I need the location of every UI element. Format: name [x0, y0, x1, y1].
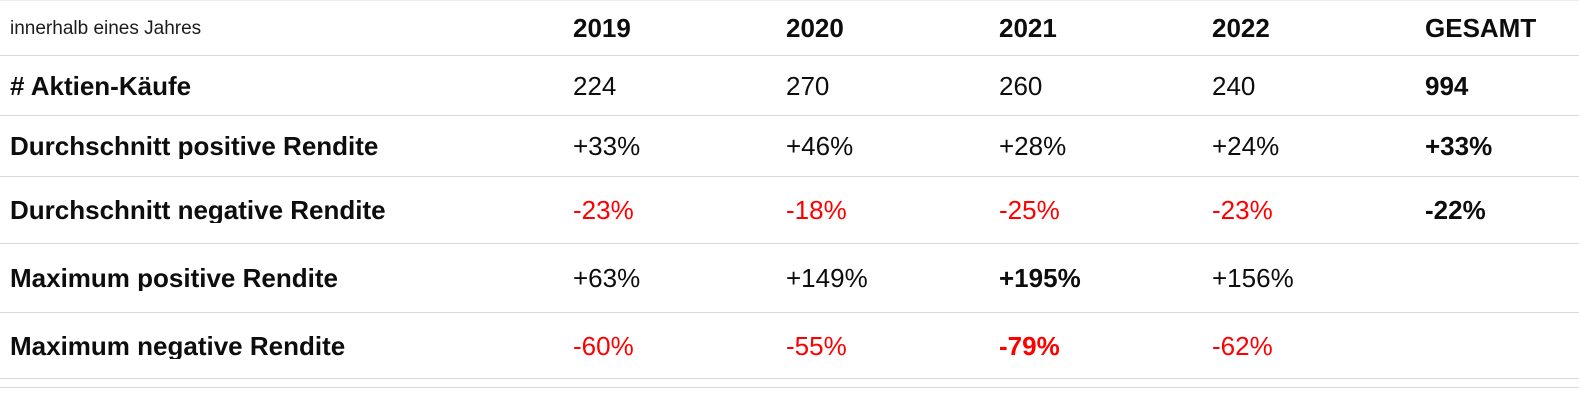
- table-header-row: innerhalb eines Jahres 2019 2020 2021 20…: [0, 1, 1579, 56]
- table-row-aktien-kaeufe: # Aktien-Käufe 224 270 260 240 994: [0, 56, 1579, 116]
- row-label: Durchschnitt positive Rendite: [10, 133, 379, 159]
- table-cell: +33%: [1425, 133, 1493, 159]
- table-cell: +28%: [999, 133, 1067, 159]
- row-label: # Aktien-Käufe: [10, 72, 192, 99]
- table-row-maximum-negative: Maximum negative Rendite -60% -55% -79% …: [0, 313, 1579, 379]
- table-cell: +195%: [999, 265, 1081, 291]
- column-header-2020: 2020: [786, 15, 844, 41]
- returns-table: innerhalb eines Jahres 2019 2020 2021 20…: [0, 0, 1579, 388]
- corner-label: innerhalb eines Jahres: [10, 18, 202, 38]
- table-cell: 224: [573, 72, 617, 99]
- column-header-gesamt: GESAMT: [1425, 15, 1537, 41]
- row-label: Maximum positive Rendite: [10, 265, 338, 291]
- table-cell: -62%: [1212, 332, 1273, 359]
- table-cell: +46%: [786, 133, 854, 159]
- table-cell: -23%: [1212, 197, 1273, 223]
- table-cell: +149%: [786, 265, 868, 291]
- table-row-durchschnitt-negative: Durchschnitt negative Rendite -23% -18% …: [0, 177, 1579, 244]
- table-cell: -60%: [573, 332, 634, 359]
- table-cell: +63%: [573, 265, 641, 291]
- table-row-maximum-positive: Maximum positive Rendite +63% +149% +195…: [0, 244, 1579, 313]
- table-cell: -25%: [999, 197, 1060, 223]
- table-row-durchschnitt-positive: Durchschnitt positive Rendite +33% +46% …: [0, 116, 1579, 177]
- table-cell: -55%: [786, 332, 847, 359]
- table-cell: +156%: [1212, 265, 1294, 291]
- table-cell: 260: [999, 72, 1043, 99]
- table-cell: -18%: [786, 197, 847, 223]
- table-cell: 994: [1425, 72, 1469, 99]
- table-cell: 240: [1212, 72, 1256, 99]
- table-cell: +33%: [573, 133, 641, 159]
- table-cell: -79%: [999, 332, 1060, 359]
- table-cell: 270: [786, 72, 830, 99]
- column-header-2022: 2022: [1212, 15, 1270, 41]
- empty-spacer-row: [0, 379, 1579, 388]
- row-label: Maximum negative Rendite: [10, 332, 346, 359]
- column-header-2019: 2019: [573, 15, 631, 41]
- column-header-2021: 2021: [999, 15, 1057, 41]
- table-cell: +24%: [1212, 133, 1280, 159]
- row-label: Durchschnitt negative Rendite: [10, 197, 386, 223]
- table-cell: -22%: [1425, 197, 1486, 223]
- table-cell: -23%: [573, 197, 634, 223]
